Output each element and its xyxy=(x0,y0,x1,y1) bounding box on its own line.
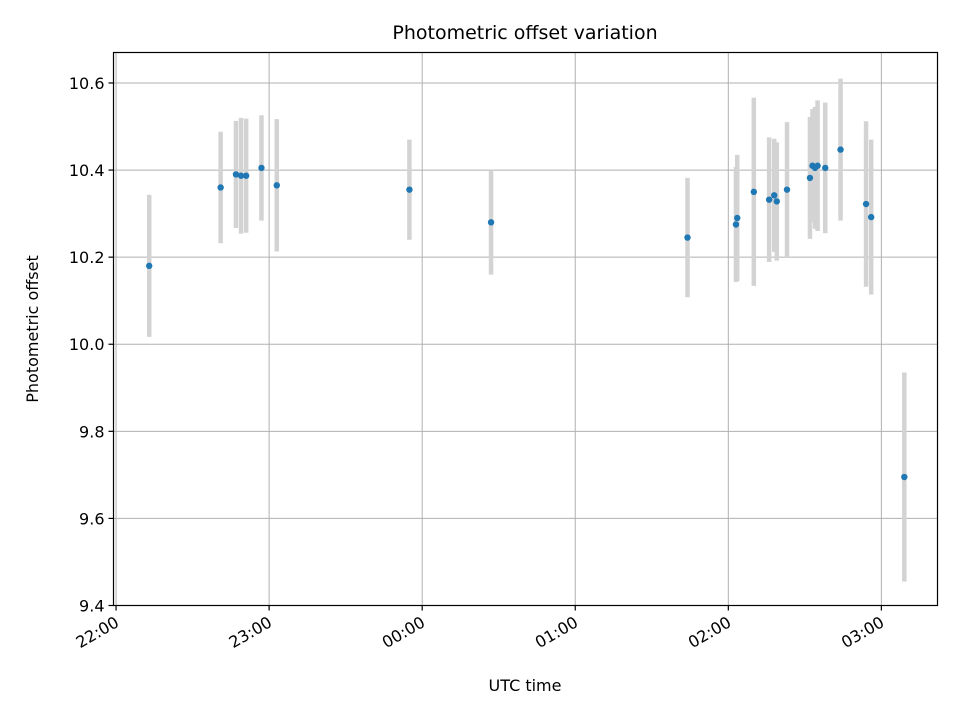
data-point-21 xyxy=(822,164,829,172)
y-tick-label: 9.8 xyxy=(79,422,104,441)
data-point-0 xyxy=(146,262,153,270)
data-point-7 xyxy=(406,186,413,193)
data-point-13 xyxy=(765,196,773,203)
y-tick-label: 10.6 xyxy=(69,74,105,93)
data-point-17 xyxy=(806,174,814,182)
data-point-10 xyxy=(732,221,740,228)
data-point-3 xyxy=(237,172,245,179)
chart-title: Photometric offset variation xyxy=(392,22,657,44)
y-tick-label: 9.6 xyxy=(79,509,104,528)
data-point-2 xyxy=(232,171,240,178)
data-point-4 xyxy=(242,172,250,179)
y-tick-label: 10.0 xyxy=(69,335,105,354)
data-point-16 xyxy=(783,186,791,193)
error-bars xyxy=(146,78,907,582)
data-point-14 xyxy=(771,192,778,199)
data-point-1 xyxy=(217,184,224,191)
x-tick-label: 02:00 xyxy=(685,613,734,653)
x-tick-label: 01:00 xyxy=(532,613,581,653)
x-tick-label: 00:00 xyxy=(379,613,428,653)
grid xyxy=(113,52,938,606)
data-point-15 xyxy=(773,198,780,205)
data-point-12 xyxy=(750,188,758,196)
data-points xyxy=(146,146,908,481)
x-axis-ticks: 22:00 23:00 00:00 01:00 02:00 03:00 xyxy=(73,605,887,653)
y-axis-ticks: 9.4 9.6 9.8 10.0 10.2 10.4 10.6 xyxy=(69,74,114,616)
data-point-5 xyxy=(258,164,265,172)
data-point-8 xyxy=(487,219,495,226)
data-point-9 xyxy=(684,234,691,241)
x-tick-label: 23:00 xyxy=(226,613,275,653)
data-point-11 xyxy=(734,214,741,222)
data-point-22 xyxy=(837,146,844,153)
plot-frame xyxy=(112,51,939,607)
y-tick-label: 9.4 xyxy=(79,597,104,616)
x-tick-label: 22:00 xyxy=(73,613,122,653)
data-point-23 xyxy=(862,200,870,208)
data-point-6 xyxy=(273,182,280,189)
data-point-20 xyxy=(814,162,821,169)
data-point-25 xyxy=(901,473,908,481)
data-point-24 xyxy=(867,213,875,221)
x-tick-label: 03:00 xyxy=(838,613,887,653)
x-axis-label: UTC time xyxy=(489,676,562,695)
y-tick-label: 10.2 xyxy=(69,248,105,267)
y-tick-label: 10.4 xyxy=(69,161,105,180)
y-axis-label: Photometric offset xyxy=(23,255,42,403)
